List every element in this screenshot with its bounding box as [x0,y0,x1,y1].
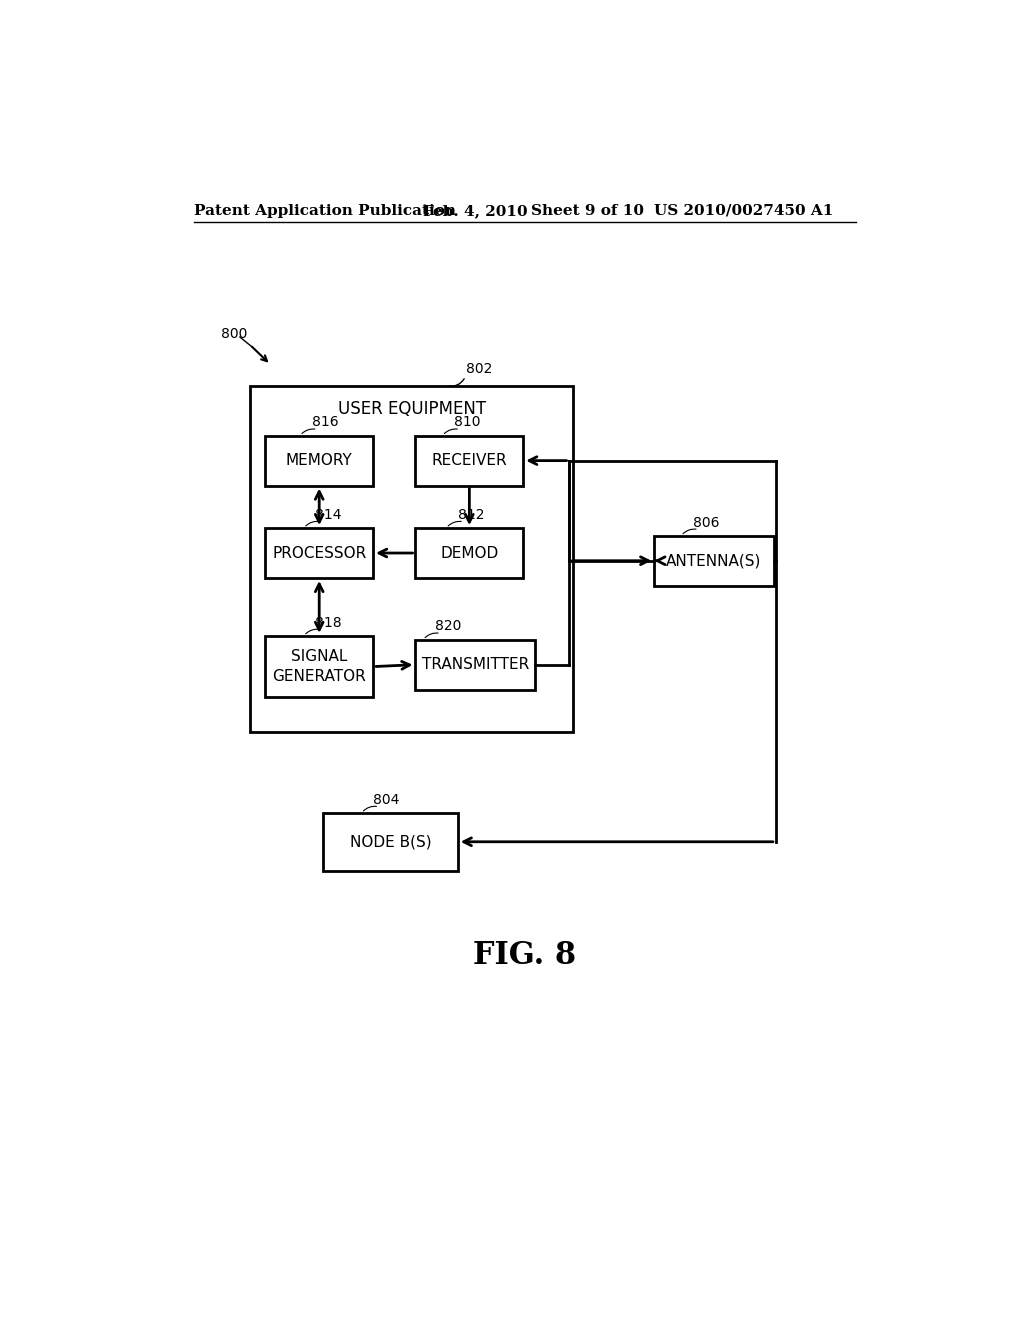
Bar [416,528,523,578]
Text: NODE B(S): NODE B(S) [349,834,431,849]
Text: 818: 818 [315,615,342,630]
Text: TRANSMITTER: TRANSMITTER [422,657,528,672]
Text: Sheet 9 of 10: Sheet 9 of 10 [531,203,644,218]
Text: RECEIVER: RECEIVER [431,453,507,469]
Text: 814: 814 [315,508,342,521]
Bar [416,640,535,689]
Text: FIG. 8: FIG. 8 [473,940,577,970]
Text: 816: 816 [311,416,338,429]
Bar [265,636,373,697]
Text: 802: 802 [466,362,492,376]
Bar [323,813,458,871]
Text: USER EQUIPMENT: USER EQUIPMENT [338,400,485,417]
Bar [416,436,523,486]
Bar [265,528,373,578]
Text: US 2010/0027450 A1: US 2010/0027450 A1 [654,203,834,218]
Text: ANTENNA(S): ANTENNA(S) [667,553,762,568]
Text: 806: 806 [692,516,719,529]
Text: Feb. 4, 2010: Feb. 4, 2010 [423,203,527,218]
Text: PROCESSOR: PROCESSOR [272,545,367,561]
Text: Patent Application Publication: Patent Application Publication [194,203,456,218]
Text: SIGNAL
GENERATOR: SIGNAL GENERATOR [272,649,367,684]
Text: 812: 812 [458,508,484,521]
Text: 804: 804 [373,793,399,807]
Bar [654,536,773,586]
Text: MEMORY: MEMORY [286,453,352,469]
Text: 800: 800 [221,327,248,341]
Text: 820: 820 [435,619,461,634]
Bar [265,436,373,486]
Text: 810: 810 [454,416,480,429]
Text: DEMOD: DEMOD [440,545,499,561]
Bar [250,385,573,733]
